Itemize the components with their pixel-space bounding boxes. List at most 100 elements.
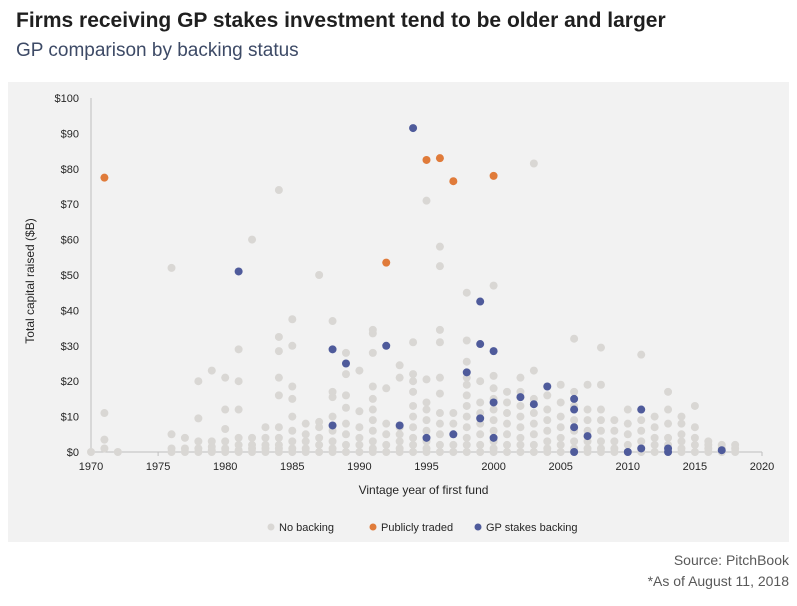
data-point [435,373,444,382]
chart-subtitle: GP comparison by backing status [16,40,299,61]
data-point [516,433,525,442]
data-point [596,380,605,389]
data-point [315,433,324,442]
data-point [87,448,95,456]
data-point [100,409,109,418]
data-point [462,368,471,377]
data-point [489,426,498,435]
data-point [637,350,646,359]
data-point [690,440,699,449]
data-point [623,440,632,449]
data-point [435,262,444,271]
data-point [234,405,243,414]
data-point [368,416,377,425]
data-point [583,380,592,389]
data-point [341,370,350,379]
data-point [529,159,538,168]
data-point [489,347,498,356]
data-point [503,398,512,407]
data-point [315,271,324,279]
data-point [529,448,538,456]
data-point [167,448,176,456]
data-point [328,412,337,421]
data-point [328,437,337,446]
data-point [556,440,565,449]
data-point [341,348,350,357]
x-tick-label: 2000 [481,461,505,473]
data-point [409,401,418,410]
data-point [395,361,404,370]
data-point [462,336,471,345]
data-point [368,329,377,338]
data-point [395,448,404,456]
data-point [596,437,605,446]
data-point [368,394,377,403]
data-point [543,391,552,400]
data-point [462,391,471,400]
data-point [637,437,646,446]
y-tick-label: $20 [61,376,79,388]
data-point [556,380,565,389]
data-point [355,407,364,416]
data-point [529,430,538,439]
data-point [422,405,431,414]
data-point [637,426,646,435]
data-point [194,414,203,423]
data-point [449,409,458,418]
x-tick-label: 1990 [347,461,371,473]
data-point [167,430,176,439]
data-point [543,448,552,456]
data-point [650,423,659,432]
data-point [368,382,377,391]
data-point [395,437,404,446]
data-point [194,448,203,456]
chart-panel [8,82,789,542]
data-point [650,440,659,449]
data-point [570,416,579,425]
data-point [570,448,579,456]
data-point [435,440,444,449]
data-point [637,405,646,414]
data-point [503,419,512,428]
data-point [341,440,350,449]
data-point [677,430,686,439]
data-point [422,196,431,205]
data-point [288,426,297,435]
x-tick-label: 2020 [750,461,774,473]
data-point [677,419,686,428]
data-point [328,317,337,326]
data-point [382,448,391,456]
data-point [288,412,297,421]
data-point [462,440,471,449]
data-point [543,426,552,435]
data-point [409,124,418,133]
data-point [570,405,579,414]
data-point [422,375,431,384]
data-point [489,433,498,442]
data-point [596,448,605,456]
data-point [610,448,619,456]
data-point [248,448,257,456]
data-point [274,186,283,195]
x-axis-title: Vintage year of first fund [359,483,489,497]
data-point [395,430,404,439]
data-point [570,394,579,403]
data-point [274,391,283,400]
data-point [476,448,485,456]
data-point [341,419,350,428]
data-point [623,419,632,428]
data-point [677,448,686,456]
data-point [704,448,713,456]
data-point [221,424,230,433]
data-point [583,416,592,425]
data-point [261,433,270,442]
data-point [435,430,444,439]
data-point [556,433,565,442]
data-point [368,405,377,414]
x-tick-label: 1975 [146,461,170,473]
date-note: *As of August 11, 2018 [647,573,789,589]
data-point [409,370,418,379]
data-point [503,409,512,418]
data-point [516,423,525,432]
data-point [449,448,458,456]
